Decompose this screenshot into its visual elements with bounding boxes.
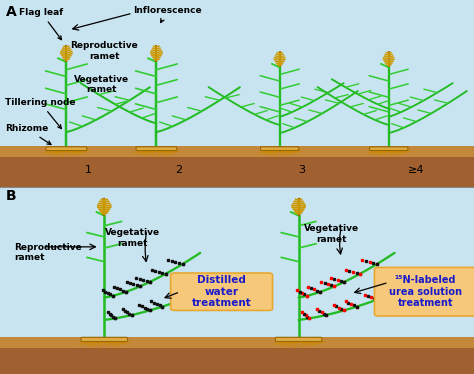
Text: ¹⁵N-labeled
urea solution
treatment: ¹⁵N-labeled urea solution treatment (389, 275, 462, 308)
Text: Reproductive
ramet: Reproductive ramet (14, 243, 82, 263)
FancyBboxPatch shape (370, 147, 408, 150)
Text: Flag leaf: Flag leaf (19, 8, 63, 40)
Bar (0, 146, 474, 157)
Bar (0, 150, 474, 187)
Text: Distilled
water
treatment: Distilled water treatment (191, 275, 251, 308)
Text: Vegetative
ramet: Vegetative ramet (105, 228, 160, 248)
FancyBboxPatch shape (171, 273, 273, 310)
Text: Vegetative
ramet: Vegetative ramet (304, 224, 359, 244)
Text: Rhizome: Rhizome (5, 124, 51, 144)
Text: A: A (6, 5, 17, 19)
Text: Reproductive
ramet: Reproductive ramet (71, 41, 138, 61)
FancyBboxPatch shape (46, 147, 87, 151)
Text: 3: 3 (299, 165, 306, 175)
FancyBboxPatch shape (136, 147, 177, 151)
Bar (0, 340, 474, 374)
FancyBboxPatch shape (374, 267, 474, 316)
FancyBboxPatch shape (261, 147, 299, 150)
Bar (0, 0, 474, 150)
Bar (0, 187, 474, 340)
Text: 2: 2 (175, 165, 182, 175)
Text: ≥4: ≥4 (408, 165, 424, 175)
FancyBboxPatch shape (81, 337, 128, 341)
FancyBboxPatch shape (275, 337, 322, 341)
Text: 1: 1 (85, 165, 92, 175)
Text: Vegetative
ramet: Vegetative ramet (74, 75, 129, 94)
Text: B: B (6, 189, 16, 203)
Bar (0, 337, 474, 348)
Text: Tillering node: Tillering node (5, 98, 75, 129)
Text: Inflorescence: Inflorescence (133, 6, 201, 22)
